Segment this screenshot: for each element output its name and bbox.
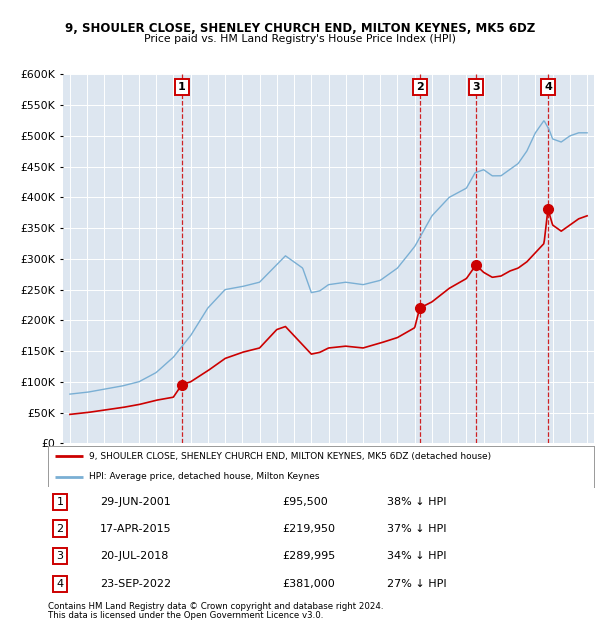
Text: 34% ↓ HPI: 34% ↓ HPI bbox=[386, 551, 446, 561]
Text: HPI: Average price, detached house, Milton Keynes: HPI: Average price, detached house, Milt… bbox=[89, 472, 319, 481]
Text: 9, SHOULER CLOSE, SHENLEY CHURCH END, MILTON KEYNES, MK5 6DZ: 9, SHOULER CLOSE, SHENLEY CHURCH END, MI… bbox=[65, 22, 535, 35]
Text: 3: 3 bbox=[56, 551, 64, 561]
Text: £289,995: £289,995 bbox=[283, 551, 336, 561]
Text: 2: 2 bbox=[416, 82, 424, 92]
Text: Contains HM Land Registry data © Crown copyright and database right 2024.: Contains HM Land Registry data © Crown c… bbox=[48, 602, 383, 611]
Text: £219,950: £219,950 bbox=[283, 523, 336, 534]
Text: 27% ↓ HPI: 27% ↓ HPI bbox=[386, 578, 446, 588]
Text: 2: 2 bbox=[56, 523, 64, 534]
Text: Price paid vs. HM Land Registry's House Price Index (HPI): Price paid vs. HM Land Registry's House … bbox=[144, 34, 456, 44]
Text: 20-JUL-2018: 20-JUL-2018 bbox=[100, 551, 168, 561]
Text: 4: 4 bbox=[56, 578, 64, 588]
Text: 1: 1 bbox=[178, 82, 185, 92]
Text: 4: 4 bbox=[544, 82, 552, 92]
Text: 17-APR-2015: 17-APR-2015 bbox=[100, 523, 172, 534]
Text: 38% ↓ HPI: 38% ↓ HPI bbox=[386, 497, 446, 507]
Text: 9, SHOULER CLOSE, SHENLEY CHURCH END, MILTON KEYNES, MK5 6DZ (detached house): 9, SHOULER CLOSE, SHENLEY CHURCH END, MI… bbox=[89, 452, 491, 461]
Text: £381,000: £381,000 bbox=[283, 578, 335, 588]
Text: 23-SEP-2022: 23-SEP-2022 bbox=[100, 578, 171, 588]
Text: 3: 3 bbox=[472, 82, 480, 92]
Text: 37% ↓ HPI: 37% ↓ HPI bbox=[386, 523, 446, 534]
Text: £95,500: £95,500 bbox=[283, 497, 329, 507]
Text: 29-JUN-2001: 29-JUN-2001 bbox=[100, 497, 170, 507]
Text: 1: 1 bbox=[56, 497, 64, 507]
Text: This data is licensed under the Open Government Licence v3.0.: This data is licensed under the Open Gov… bbox=[48, 611, 323, 619]
